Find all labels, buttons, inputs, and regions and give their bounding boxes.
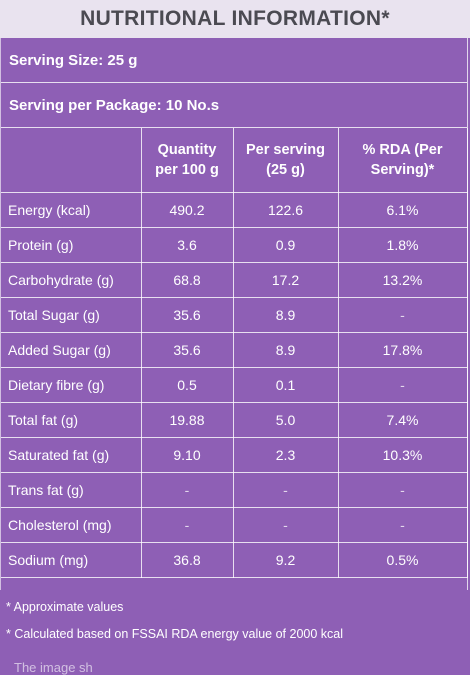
value-rda: 6.1% (337, 192, 468, 228)
value-per-serving: 2.3 (232, 437, 339, 473)
table-row: Dietary fibre (g) 0.5 0.1- (1, 367, 468, 403)
value-rda: 10.3% (337, 437, 468, 473)
value-per-100g: 9.10 (140, 437, 234, 473)
nutrient-label: Carbohydrate (g) (1, 262, 142, 298)
value-per-100g: 0.5 (140, 367, 234, 403)
nutrient-label: Sodium (mg) (1, 542, 142, 578)
value-rda: - (337, 507, 468, 543)
nutrient-label: Trans fat (g) (1, 472, 142, 508)
value-rda: - (337, 297, 468, 333)
value-rda: 7.4% (337, 402, 468, 438)
nutrient-label: Total fat (g) (1, 402, 142, 438)
nutrient-label: Cholesterol (mg) (1, 507, 142, 543)
value-rda: 17.8% (337, 332, 468, 368)
nutrition-panel: Serving Size: 25 g Serving per Package: … (0, 38, 468, 590)
value-per-100g: 36.8 (140, 542, 234, 578)
nutrient-label: Saturated fat (g) (1, 437, 142, 473)
nutrient-label: Protein (g) (1, 227, 142, 263)
value-per-serving: 8.9 (232, 332, 339, 368)
table-row: Added Sugar (g) 35.6 8.9 17.8% (1, 332, 468, 368)
header-rda: % RDA (Per Serving)* (337, 128, 468, 193)
value-rda: 13.2% (337, 262, 468, 298)
value-per-100g: 68.8 (140, 262, 234, 298)
value-rda: 0.5% (337, 542, 468, 578)
value-per-serving: 9.2 (232, 542, 339, 578)
value-per-serving: 5.0 (232, 402, 339, 438)
nutrient-label: Dietary fibre (g) (1, 367, 142, 403)
serving-size: Serving Size: 25 g (1, 38, 467, 83)
table-row: Protein (g) 3.6 0.9 1.8% (1, 227, 468, 263)
table-row: Total fat (g) 19.88 5.0 7.4% (1, 402, 468, 438)
table-header-row: Quantity per 100 g Per serving (25 g) % RD… (1, 128, 468, 193)
serving-per-package: Serving per Package: 10 No.s (1, 83, 467, 128)
nutrient-label: Total Sugar (g) (1, 297, 142, 333)
nutrient-label: Energy (kcal) (1, 192, 142, 228)
table-row: Total Sugar (g) 35.6 8.9- (1, 297, 468, 333)
value-per-serving: 0.1 (232, 367, 339, 403)
value-per-100g: 490.2 (140, 192, 234, 228)
table-row: Saturated fat (g) 9.10 2.3 10.3% (1, 437, 468, 473)
value-per-100g: 19.88 (140, 402, 234, 438)
table-row: Trans fat (g) - - - (1, 472, 468, 508)
value-per-serving: - (232, 507, 339, 543)
header-quantity-per-100g: Quantity per 100 g (140, 128, 234, 193)
value-rda: - (337, 472, 468, 508)
value-per-serving: 8.9 (232, 297, 339, 333)
header-per-serving: Per serving (25 g) (232, 128, 339, 193)
footnote-approximate: * Approximate values (6, 600, 124, 614)
table-row: Cholesterol (mg) - - - (1, 507, 468, 543)
value-per-100g: 3.6 (140, 227, 234, 263)
value-per-100g: - (140, 472, 234, 508)
value-per-100g: 35.6 (140, 297, 234, 333)
table-row: Energy (kcal) 490.2 122.6 6.1% (1, 192, 468, 228)
nutrition-table: Quantity per 100 g Per serving (25 g) % RD… (1, 128, 468, 578)
value-per-100g: 35.6 (140, 332, 234, 368)
header-nutrient (1, 128, 142, 193)
footnote-fssai: * Calculated based on FSSAI RDA energy v… (6, 627, 344, 641)
value-per-serving: 17.2 (232, 262, 339, 298)
value-per-serving: 0.9 (232, 227, 339, 263)
nutrient-label: Added Sugar (g) (1, 332, 142, 368)
value-rda: - (337, 367, 468, 403)
table-row: Sodium (mg) 36.8 9.2 0.5% (1, 542, 468, 578)
value-per-100g: - (140, 507, 234, 543)
value-per-serving: 122.6 (232, 192, 339, 228)
value-per-serving: - (232, 472, 339, 508)
trailing-text: The image sh (14, 660, 93, 675)
value-rda: 1.8% (337, 227, 468, 263)
page-title: NUTRITIONAL INFORMATION* (0, 0, 470, 38)
table-row: Carbohydrate (g) 68.8 17.2 13.2% (1, 262, 468, 298)
footnotes: * Approximate values * Calculated based … (6, 594, 343, 648)
